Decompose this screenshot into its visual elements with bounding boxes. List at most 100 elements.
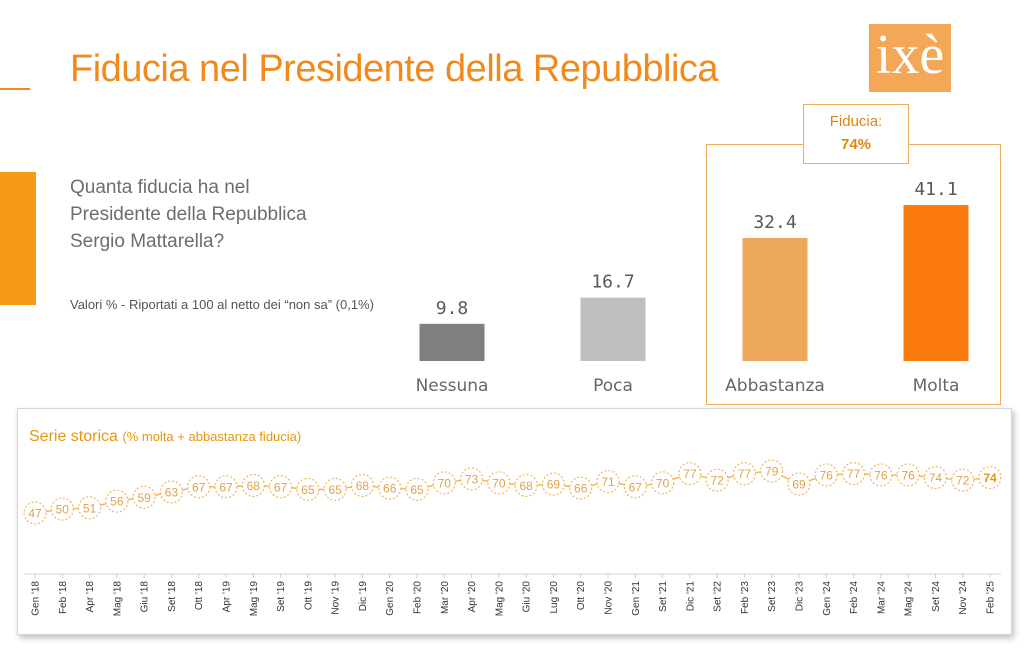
x-tick-label: Ott '19 xyxy=(303,581,314,611)
history-point-marker xyxy=(841,462,866,486)
history-point-marker xyxy=(187,475,211,499)
history-point-label: 47 xyxy=(28,507,42,521)
history-point-label: 66 xyxy=(383,482,397,496)
x-tick-label: Dic '21 xyxy=(685,581,696,612)
history-point-marker xyxy=(978,465,1002,490)
bar-value-label: 9.8 xyxy=(436,298,469,319)
title-underline xyxy=(0,88,30,90)
history-point-marker xyxy=(569,476,593,500)
history-point-marker xyxy=(650,471,675,495)
x-tick-label: Ott '18 xyxy=(194,581,205,611)
survey-question: Quanta fiducia ha nel Presidente della R… xyxy=(70,174,330,255)
history-point-marker xyxy=(214,475,238,499)
history-point-marker xyxy=(896,463,920,487)
x-tick-label: Mag '20 xyxy=(494,581,505,617)
bar-category-label: Poca xyxy=(593,376,633,396)
history-point-label: 68 xyxy=(247,479,261,493)
history-point-label: 70 xyxy=(656,476,670,490)
history-point-marker xyxy=(787,472,811,496)
history-point-marker xyxy=(869,463,893,487)
history-point-marker xyxy=(814,463,838,487)
history-point-label: 67 xyxy=(219,480,233,494)
x-tick-label: Mag '19 xyxy=(249,581,260,617)
x-tick-label: Ott '20 xyxy=(576,581,587,611)
history-point-label: 68 xyxy=(519,479,533,493)
x-tick-label: Feb '24 xyxy=(849,581,860,614)
x-tick-label: Apr '20 xyxy=(467,581,478,613)
x-tick-label: Set '24 xyxy=(931,581,942,612)
side-accent-block xyxy=(0,172,36,305)
history-point-label: 77 xyxy=(847,467,861,481)
history-point-marker xyxy=(923,465,948,490)
history-point-marker xyxy=(459,467,484,491)
x-tick-label: Gen '24 xyxy=(822,581,833,616)
history-point-label: 67 xyxy=(192,480,206,494)
history-point-label: 67 xyxy=(274,480,288,494)
x-tick-label: Nov '24 xyxy=(958,581,969,615)
history-point-label: 73 xyxy=(465,472,479,486)
x-tick-label: Mag '18 xyxy=(112,581,123,617)
history-point-marker xyxy=(623,475,647,499)
history-point-label: 72 xyxy=(956,474,970,488)
history-point-marker xyxy=(432,471,456,495)
bar-category-label: Abbastanza xyxy=(725,376,825,396)
history-point-marker xyxy=(50,497,74,521)
history-point-label: 66 xyxy=(574,482,588,496)
history-point-label: 76 xyxy=(901,468,915,482)
fiducia-total-label: Fiducia: 74% xyxy=(803,104,909,164)
history-point-label: 65 xyxy=(410,483,424,497)
history-point-label: 69 xyxy=(792,478,806,492)
x-tick-label: Apr '18 xyxy=(85,581,96,613)
history-point-marker xyxy=(241,473,265,498)
x-tick-label: Set '18 xyxy=(167,581,178,612)
history-point-label: 72 xyxy=(710,474,724,488)
history-point-marker xyxy=(23,501,47,525)
x-tick-label: Dic '19 xyxy=(358,581,369,612)
history-point-label: 67 xyxy=(629,480,643,494)
question-line: Quanta fiducia ha nel xyxy=(70,177,250,198)
history-point-label: 70 xyxy=(492,476,506,490)
x-tick-label: Feb '25 xyxy=(986,581,997,614)
history-point-label: 50 xyxy=(56,503,70,517)
history-point-label: 79 xyxy=(765,465,779,479)
x-tick-label: Set '19 xyxy=(276,581,287,612)
question-line: Presidente della Repubblica xyxy=(70,204,307,225)
history-point-label: 70 xyxy=(438,476,452,490)
x-tick-label: Gen '18 xyxy=(31,581,42,616)
history-point-marker xyxy=(378,476,402,500)
history-point-label: 56 xyxy=(110,495,124,509)
fiducia-label-text: Fiducia: xyxy=(829,113,883,130)
ixe-logo: ixè xyxy=(869,24,951,92)
history-point-marker xyxy=(268,475,293,499)
x-tick-label: Feb '18 xyxy=(58,581,69,614)
bar-category-label: Molta xyxy=(913,376,960,396)
x-tick-label: Feb '23 xyxy=(740,581,751,614)
x-tick-label: Dic '23 xyxy=(795,581,806,612)
bar-value-label: 16.7 xyxy=(591,272,634,293)
bar-molta xyxy=(903,205,969,361)
x-tick-label: Lug '20 xyxy=(549,581,560,614)
logo-text: ixè xyxy=(875,24,945,86)
history-point-label: 65 xyxy=(328,483,342,497)
x-tick-label: Apr '19 xyxy=(222,581,233,613)
history-point-marker xyxy=(487,471,511,495)
history-point-marker xyxy=(951,468,975,492)
history-title-subtitle: (% molta + abbastanza fiducia) xyxy=(122,429,302,444)
history-point-marker xyxy=(105,489,129,513)
history-point-marker xyxy=(296,477,320,501)
history-point-marker xyxy=(132,485,156,509)
history-point-label: 51 xyxy=(83,501,97,515)
history-point-marker xyxy=(159,480,184,504)
history-point-label: 63 xyxy=(165,486,179,500)
history-point-label: 77 xyxy=(738,467,752,481)
history-point-marker xyxy=(405,477,429,501)
bar-value-label: 41.1 xyxy=(914,179,957,200)
history-point-label: 74 xyxy=(929,471,943,485)
x-tick-label: Mar '20 xyxy=(440,581,451,614)
history-point-marker xyxy=(596,469,620,494)
history-point-marker xyxy=(323,477,347,501)
x-tick-label: Giu '18 xyxy=(140,581,151,613)
history-point-marker xyxy=(732,462,757,486)
x-tick-label: Gen '21 xyxy=(631,581,642,616)
